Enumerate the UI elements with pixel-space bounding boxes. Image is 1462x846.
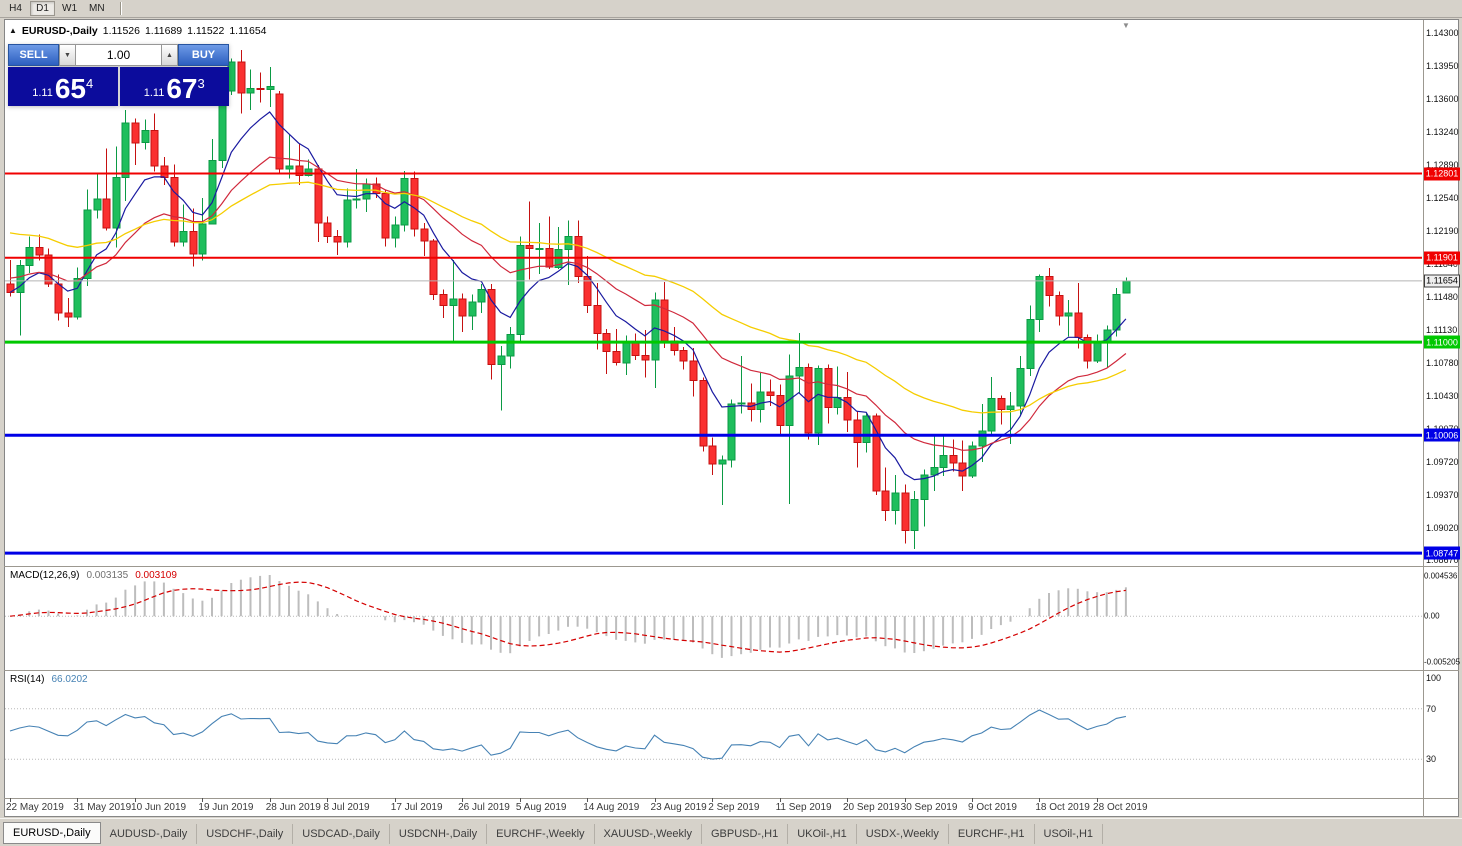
rsi-value: 66.0202 [51,674,88,685]
macd-layer [5,575,1422,658]
sell-price-pip: 4 [86,76,94,91]
ma-mid-line [9,156,1127,451]
ohlc-high: 1.11689 [144,25,183,37]
macd-signal-value: 0.003109 [135,570,177,581]
period-toolbar-buttons: H4 D1 W1 MN [3,1,112,16]
chart-title: ▲ EURUSD-,Daily 1.11526 1.11689 1.11522 … [9,25,267,37]
volume-increase-button[interactable]: ▲ [161,44,178,66]
sell-price-prefix: 1.11 [32,87,53,99]
ma-fast-line [9,111,1127,481]
buy-price-big: 67 [166,73,198,104]
sell-price-big: 65 [54,73,86,104]
one-click-trading-panel: SELL ▼ 1.00 ▲ BUY 1.11 65 4 1.11 67 3 [8,44,229,106]
chart-tab-eurchf-h1[interactable]: EURCHF-,H1 [949,824,1035,844]
chart-tab-gbpusd-h1[interactable]: GBPUSD-,H1 [702,824,789,844]
ohlc-open: 1.11526 [102,25,140,37]
macd-pane-label: MACD(12,26,9) 0.003135 0.003109 [10,570,177,581]
chart-tab-audusd-daily[interactable]: AUDUSD-,Daily [101,824,198,844]
buy-price-display[interactable]: 1.11 67 3 [119,67,229,106]
buy-button[interactable]: BUY [178,44,229,66]
ma-slow-line [9,181,1127,414]
period-button-d1[interactable]: D1 [30,1,55,16]
chart-tab-usdchf-daily[interactable]: USDCHF-,Daily [197,824,294,844]
chart-tab-eurusd-daily[interactable]: EURUSD-,Daily [3,822,101,844]
chart-tab-xauusd-weekly[interactable]: XAUUSD-,Weekly [595,824,702,844]
chart-tab-eurchf-weekly[interactable]: EURCHF-,Weekly [487,824,595,844]
period-button-w1[interactable]: W1 [62,3,77,14]
macd-name: MACD(12,26,9) [10,570,80,581]
chart-symbol-label: EURUSD-,Daily [21,25,98,37]
period-button-h4[interactable]: H4 [9,3,22,14]
chart-tab-usoil-h1[interactable]: USOil-,H1 [1035,824,1104,844]
candles-layer [6,50,1131,550]
sell-button[interactable]: SELL [8,44,59,66]
ohlc-close: 1.11654 [229,25,267,37]
volume-decrease-button[interactable]: ▼ [59,44,76,66]
rsi-pane-label: RSI(14) 66.0202 [10,674,88,685]
rsi-name: RSI(14) [10,674,45,685]
chart-tab-usdcnh-daily[interactable]: USDCNH-,Daily [390,824,488,844]
chart-tab-ukoil-h1[interactable]: UKOil-,H1 [788,824,857,844]
chart-tabs: EURUSD-,Daily AUDUSD-,Daily USDCHF-,Daily U… [0,818,1462,846]
buy-price-prefix: 1.11 [143,87,165,99]
chart-tab-usdx-weekly[interactable]: USDX-,Weekly [857,824,949,844]
ohlc-low: 1.11522 [187,25,225,37]
sell-price-display[interactable]: 1.11 65 4 [8,67,118,106]
one-click-panel-toggle-icon[interactable]: ▲ [9,26,17,35]
chart-shift-marker-icon[interactable]: ▼ [1122,21,1130,30]
volume-input[interactable]: 1.00 [76,44,161,66]
buy-price-pip: 3 [197,76,205,91]
trade-panel-controls: SELL ▼ 1.00 ▲ BUY [8,44,229,66]
trade-panel-prices: 1.11 65 4 1.11 67 3 [8,67,229,106]
rsi-layer [5,708,1422,760]
macd-main-value: 0.003135 [86,570,129,581]
period-button-mn[interactable]: MN [89,3,105,14]
chart-tab-usdcad-daily[interactable]: USDCAD-,Daily [293,824,390,844]
period-toolbar: H4 D1 W1 MN [0,0,1462,18]
toolbar-separator [119,2,122,15]
